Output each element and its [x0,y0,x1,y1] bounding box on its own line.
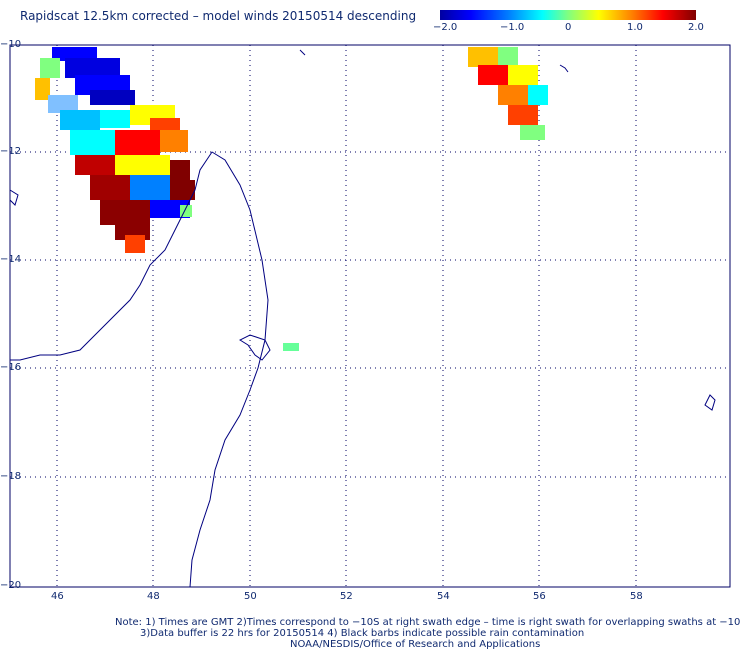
colorbar-tick: 2.0 [688,22,704,33]
lon-label: 54 [437,591,450,602]
lat-label: −18 [0,471,22,482]
colorbar-tick: −2.0 [433,22,458,33]
plot-frame [9,44,731,588]
lon-label: 58 [630,591,643,602]
footnote-line: NOAA/NESDIS/Office of Research and Appli… [290,639,541,650]
lat-label: −14 [0,254,22,265]
wind-swath-east [468,47,548,140]
lon-label: 50 [244,591,257,602]
colorbar-tick: 1.0 [627,22,643,33]
footnote-line: 3)Data buffer is 22 hrs for 20150514 4) … [140,628,585,639]
wind-cell [283,343,299,351]
colorbar-tick: −1.0 [500,22,525,33]
lon-label: 52 [340,591,353,602]
lat-label: −16 [0,362,22,373]
lon-label: 48 [147,591,160,602]
lat-label: −12 [0,146,22,157]
coastline [9,49,716,588]
lon-label: 56 [533,591,546,602]
lat-label: −20 [0,580,22,591]
lat-label: −10 [0,39,22,50]
lon-label: 46 [51,591,64,602]
map-title: Rapidscat 12.5km corrected – model winds… [20,9,417,23]
colorbar-tick: 0 [565,22,572,33]
wind-swath-west [35,47,195,253]
footnote-line: Note: 1) Times are GMT 2)Times correspon… [115,617,740,628]
colorbar [440,10,696,20]
